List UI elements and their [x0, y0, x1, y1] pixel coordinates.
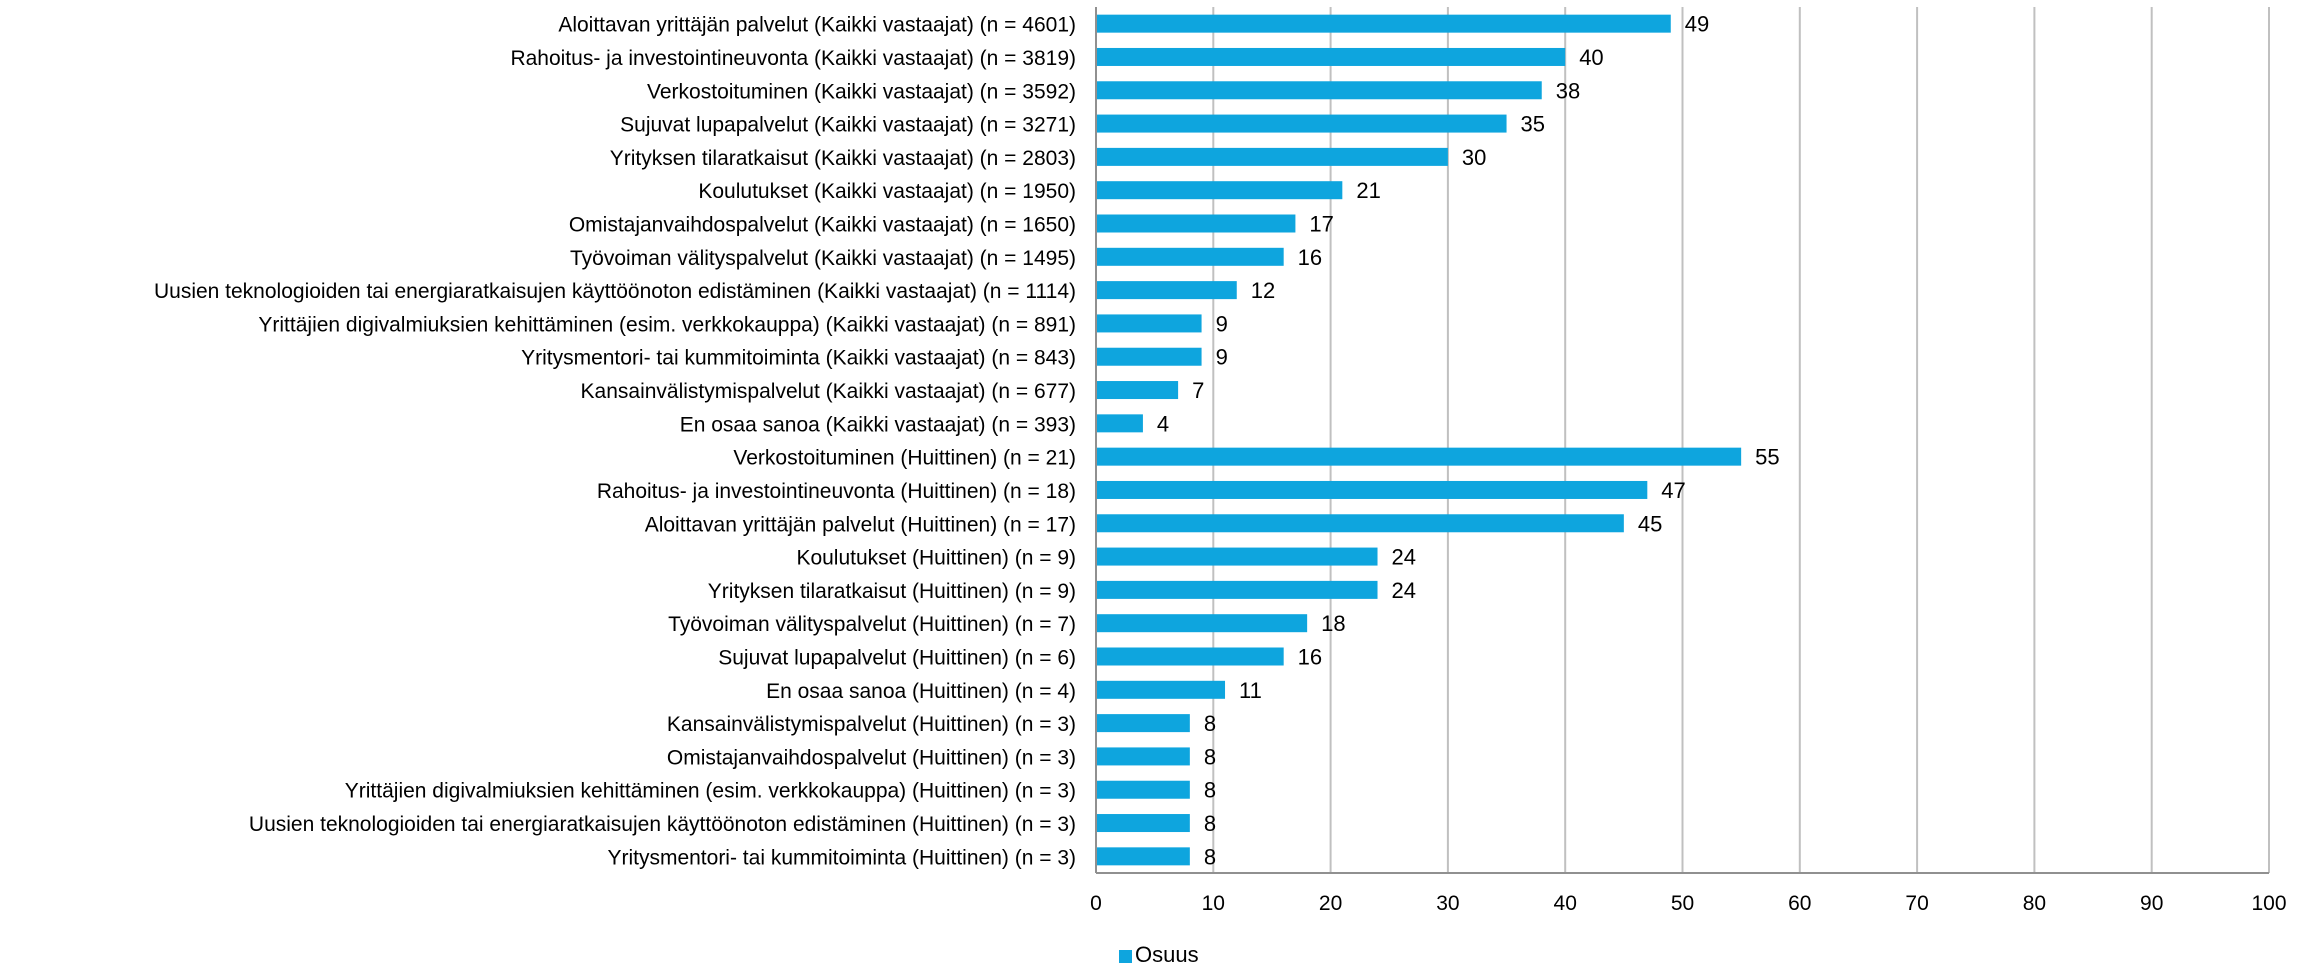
- legend-swatch: [1119, 950, 1132, 963]
- bar: [1096, 514, 1624, 533]
- category-label: Yritysmentori- tai kummitoiminta (Huitti…: [607, 846, 1076, 869]
- data-label: 4: [1157, 411, 1169, 436]
- category-label: Rahoitus- ja investointineuvonta (Kaikki…: [510, 47, 1076, 70]
- data-labels: 4940383530211716129974554745242418161188…: [1157, 12, 1780, 870]
- bar: [1096, 381, 1179, 400]
- bar: [1096, 314, 1202, 333]
- data-label: 16: [1298, 245, 1322, 270]
- bar: [1096, 614, 1308, 633]
- bar: [1096, 81, 1542, 100]
- data-label: 24: [1392, 578, 1416, 603]
- category-label: Uusien teknologioiden tai energiaratkais…: [249, 813, 1076, 836]
- x-axis-tick-labels: 0 10 20 30 40 50 60 70 80 90 100: [1090, 892, 2286, 915]
- x-tick-label: 100: [2251, 892, 2286, 915]
- category-label: Uusien teknologioiden tai energiaratkais…: [154, 280, 1076, 303]
- category-label: Kansainvälistymispalvelut (Kaikki vastaa…: [581, 380, 1076, 403]
- data-label: 18: [1321, 611, 1345, 636]
- category-label: Koulutukset (Kaikki vastaajat) (n = 1950…: [698, 180, 1076, 203]
- x-tick-label: 90: [2140, 892, 2163, 915]
- data-label: 16: [1298, 645, 1322, 670]
- gridlines: [1212, 7, 2270, 873]
- data-label: 55: [1755, 445, 1779, 470]
- bar: [1096, 247, 1284, 266]
- data-label: 40: [1579, 45, 1603, 70]
- category-label: Sujuvat lupapalvelut (Huittinen) (n = 6): [718, 647, 1076, 670]
- bar: [1096, 214, 1296, 233]
- data-label: 9: [1216, 311, 1228, 336]
- data-label: 45: [1638, 511, 1662, 536]
- data-label: 47: [1661, 478, 1685, 503]
- category-labels: Aloittavan yrittäjän palvelut (Kaikki va…: [154, 14, 1076, 870]
- x-tick-label: 50: [1671, 892, 1694, 915]
- category-label: Aloittavan yrittäjän palvelut (Huittinen…: [645, 513, 1076, 536]
- data-label: 49: [1685, 12, 1709, 37]
- category-label: Aloittavan yrittäjän palvelut (Kaikki va…: [558, 14, 1076, 37]
- category-label: Omistajanvaihdospalvelut (Huittinen) (n …: [667, 746, 1076, 769]
- data-label: 24: [1392, 545, 1416, 570]
- bars: [1096, 14, 1742, 866]
- category-label: Kansainvälistymispalvelut (Huittinen) (n…: [667, 713, 1076, 736]
- data-label: 11: [1239, 678, 1262, 703]
- bar: [1096, 414, 1143, 433]
- bar: [1096, 281, 1237, 300]
- x-tick-label: 40: [1554, 892, 1577, 915]
- x-tick-label: 60: [1788, 892, 1811, 915]
- bar: [1096, 181, 1343, 200]
- bar: [1096, 114, 1507, 133]
- data-label: 35: [1521, 112, 1545, 137]
- category-label: Rahoitus- ja investointineuvonta (Huitti…: [597, 480, 1076, 503]
- category-label: Omistajanvaihdospalvelut (Kaikki vastaaj…: [569, 214, 1076, 237]
- category-label: Työvoiman välityspalvelut (Huittinen) (n…: [668, 613, 1076, 636]
- bar: [1096, 714, 1190, 733]
- category-label: Verkostoituminen (Kaikki vastaajat) (n =…: [647, 80, 1076, 103]
- data-label: 8: [1204, 711, 1216, 736]
- bar: [1096, 847, 1190, 866]
- category-label: En osaa sanoa (Kaikki vastaajat) (n = 39…: [680, 413, 1076, 436]
- bar: [1096, 480, 1648, 499]
- category-label: Sujuvat lupapalvelut (Kaikki vastaajat) …: [620, 114, 1076, 137]
- bar: [1096, 147, 1448, 166]
- bar: [1096, 580, 1378, 599]
- category-label: Työvoiman välityspalvelut (Kaikki vastaa…: [570, 247, 1076, 270]
- bar: [1096, 47, 1566, 66]
- legend: Osuus: [1119, 942, 1199, 964]
- data-label: 8: [1204, 844, 1216, 869]
- data-label: 30: [1462, 145, 1486, 170]
- bar: [1096, 680, 1226, 699]
- bar: [1096, 547, 1378, 566]
- bar: [1096, 14, 1671, 33]
- category-label: Yrityksen tilaratkaisut (Kaikki vastaaja…: [610, 147, 1076, 170]
- bar: [1096, 747, 1190, 766]
- data-label: 17: [1309, 212, 1333, 237]
- category-label: En osaa sanoa (Huittinen) (n = 4): [766, 680, 1076, 703]
- category-label: Yrittäjien digivalmiuksien kehittäminen …: [345, 780, 1076, 803]
- data-label: 21: [1356, 178, 1380, 203]
- data-label: 8: [1204, 744, 1216, 769]
- category-label: Yrityksen tilaratkaisut (Huittinen) (n =…: [708, 580, 1076, 603]
- bar: [1096, 814, 1190, 833]
- data-label: 7: [1192, 378, 1204, 403]
- data-label: 8: [1204, 778, 1216, 803]
- data-label: 8: [1204, 811, 1216, 836]
- x-tick-label: 30: [1436, 892, 1459, 915]
- category-label: Yritysmentori- tai kummitoiminta (Kaikki…: [521, 347, 1076, 370]
- x-tick-label: 20: [1319, 892, 1342, 915]
- category-label: Yrittäjien digivalmiuksien kehittäminen …: [258, 313, 1076, 336]
- x-tick-label: 80: [2023, 892, 2046, 915]
- legend-label: Osuus: [1135, 942, 1199, 964]
- category-label: Koulutukset (Huittinen) (n = 9): [796, 547, 1076, 570]
- bar: [1096, 447, 1742, 466]
- bar: [1096, 347, 1202, 366]
- data-label: 12: [1251, 278, 1275, 303]
- bar: [1096, 647, 1284, 666]
- x-tick-label: 10: [1202, 892, 1225, 915]
- x-tick-label: 0: [1090, 892, 1102, 915]
- x-tick-label: 70: [1905, 892, 1928, 915]
- data-label: 38: [1556, 78, 1580, 103]
- data-label: 9: [1216, 345, 1228, 370]
- category-label: Verkostoituminen (Huittinen) (n = 21): [733, 447, 1076, 470]
- bar: [1096, 780, 1190, 799]
